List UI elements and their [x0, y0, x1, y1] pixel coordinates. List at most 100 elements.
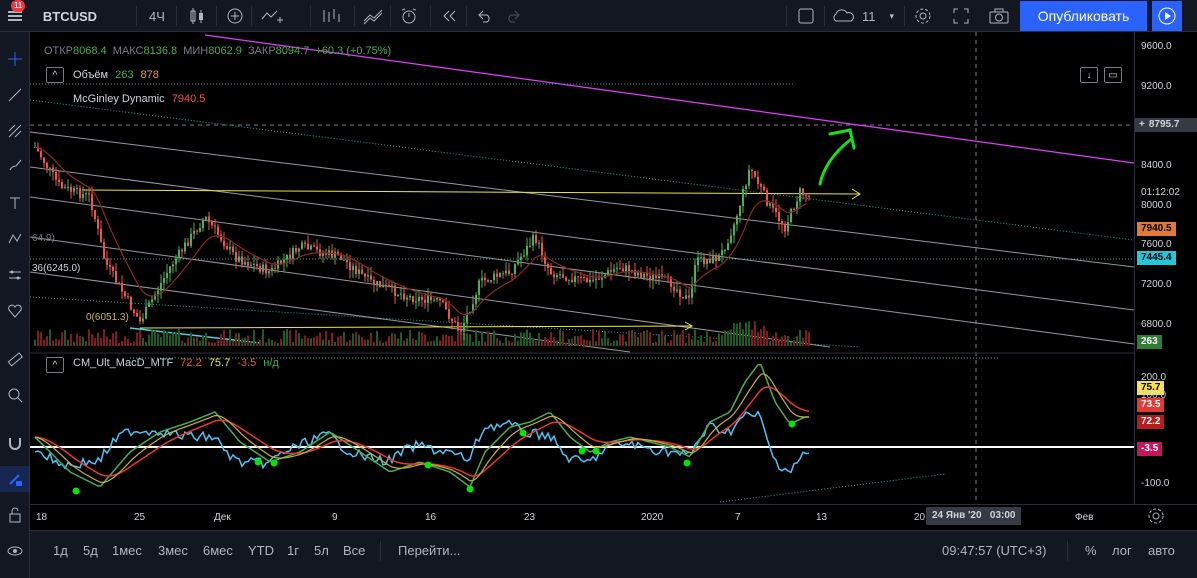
snapshot-button[interactable] — [984, 0, 1014, 32]
volume-bar — [613, 340, 615, 346]
trendline-tool[interactable] — [0, 82, 30, 108]
volume-bar — [682, 329, 684, 346]
range-5y[interactable]: 5л — [314, 543, 329, 558]
magnet-tool[interactable] — [0, 430, 30, 456]
candle-body — [223, 240, 225, 247]
volume-bar — [223, 329, 225, 346]
candle-body — [100, 228, 102, 243]
notification-badge: 11 — [11, 0, 26, 12]
ohlc-legend: ОТКР8068.4 МАКС8136.8 МИН8062.9 ЗАКР8094… — [44, 45, 392, 57]
range-3m[interactable]: 3мес — [158, 543, 188, 558]
range-ytd[interactable]: YTD — [248, 543, 274, 558]
symbol-search[interactable]: BTCUSD — [42, 8, 98, 24]
volume-bar — [418, 331, 420, 346]
range-5d[interactable]: 5д — [83, 543, 98, 558]
templates-button[interactable] — [318, 0, 344, 32]
replay-button[interactable] — [436, 0, 462, 32]
maximize-pane-button[interactable]: ▭ — [1104, 67, 1122, 83]
zoom-tool[interactable] — [0, 382, 30, 408]
chart-style-button[interactable] — [182, 0, 212, 32]
candle-body — [274, 267, 276, 269]
price-tick: 9600.0 — [1141, 41, 1172, 52]
level-price-tag: 7445.4 — [1137, 251, 1176, 265]
icons-tool[interactable] — [0, 298, 30, 324]
text-tool[interactable] — [0, 190, 30, 216]
volume-bar — [316, 335, 318, 346]
settings-button[interactable] — [910, 0, 936, 32]
fib-button[interactable] — [360, 0, 386, 32]
volume-bar — [70, 333, 72, 346]
brush-tool[interactable] — [0, 152, 30, 178]
volume-bar — [784, 335, 786, 346]
candle-body — [121, 282, 123, 292]
play-button[interactable] — [1152, 1, 1182, 31]
range-1d[interactable]: 1д — [53, 543, 68, 558]
compare-button[interactable] — [258, 0, 288, 32]
chevron-up-icon: ^ — [52, 69, 58, 81]
volume-bar — [760, 329, 762, 346]
ideas-button[interactable]: 11 ▾ — [830, 0, 900, 32]
candle-body — [745, 185, 747, 190]
time-tick: 9 — [332, 512, 338, 523]
volume-bar — [172, 332, 174, 346]
fullscreen-button[interactable] — [946, 0, 976, 32]
percent-toggle[interactable]: % — [1085, 543, 1097, 558]
interval-button[interactable]: 4Ч — [149, 8, 165, 24]
range-all[interactable]: Все — [343, 543, 366, 558]
publish-button[interactable]: Опубликовать — [1020, 1, 1147, 31]
range-1y[interactable]: 1г — [287, 543, 299, 558]
ruler-tool[interactable] — [0, 346, 30, 372]
candle-body — [379, 280, 381, 288]
candle-body — [94, 209, 96, 220]
collapse-macd-button[interactable]: ^ — [46, 357, 64, 373]
prediction-tool[interactable] — [0, 262, 30, 288]
candle-body — [733, 224, 735, 236]
redo-button[interactable] — [500, 0, 526, 32]
menu-button[interactable]: 11 — [0, 0, 30, 32]
pattern-tool[interactable] — [0, 226, 30, 252]
volume-bar — [808, 332, 810, 346]
auto-toggle[interactable]: авто — [1148, 543, 1175, 558]
time-axis[interactable]: 18 25 Дек 9 16 23 2020 7 13 20 Фев 24 Ян… — [30, 504, 1197, 530]
indicators-button[interactable] — [222, 0, 248, 32]
volume-bar — [454, 341, 456, 346]
candle-body — [445, 302, 447, 310]
mcginley-price-tag: 7940.5 — [1137, 222, 1176, 236]
macd-tick: -100.0 — [1141, 478, 1170, 489]
range-1m[interactable]: 1мес — [112, 543, 142, 558]
candle-body — [670, 276, 672, 287]
clock-timezone[interactable]: 09:47:57 (UTC+3) — [942, 543, 1047, 558]
chart-area[interactable]: 64.9) 36(6245.0) 0(6051.3) ОТКР — [30, 32, 1134, 504]
volume-bar — [136, 332, 138, 346]
range-6m[interactable]: 6мес — [203, 543, 233, 558]
volume-bar — [367, 339, 369, 346]
pitchfork-tool[interactable] — [0, 118, 30, 144]
price-axis[interactable]: 9600.0 9200.0 +8795.7 8400.0 01:12:02 80… — [1134, 32, 1197, 504]
volume-bar — [556, 340, 558, 346]
lock-tool[interactable] — [0, 502, 30, 528]
alert-button[interactable] — [396, 0, 422, 32]
candle-body — [493, 273, 495, 281]
candle-body — [64, 187, 66, 189]
log-toggle[interactable]: лог — [1112, 543, 1132, 558]
crosshair-tool[interactable] — [0, 46, 30, 72]
collapse-legend-button[interactable]: ^ — [46, 67, 64, 83]
hide-tool[interactable] — [0, 538, 30, 564]
candle-body — [340, 255, 342, 261]
scroll-to-end-button[interactable]: ↓ — [1080, 67, 1098, 83]
stay-drawing-tool[interactable] — [0, 466, 30, 492]
volume-bar — [757, 332, 759, 346]
undo-button[interactable] — [472, 0, 498, 32]
volume-bar — [775, 332, 777, 346]
volume-bar — [400, 332, 402, 346]
candle-body — [697, 257, 699, 266]
volume-bar — [109, 339, 111, 346]
price-chart-svg: 64.9) 36(6245.0) 0(6051.3) — [30, 32, 1134, 504]
volume-bar — [799, 329, 801, 346]
volume-bar — [292, 342, 294, 346]
candle-body — [88, 193, 90, 195]
candle-body — [553, 274, 555, 278]
layout-button[interactable] — [792, 0, 820, 32]
chart-settings-button[interactable] — [1147, 507, 1165, 530]
goto-button[interactable]: Перейти... — [398, 543, 461, 558]
